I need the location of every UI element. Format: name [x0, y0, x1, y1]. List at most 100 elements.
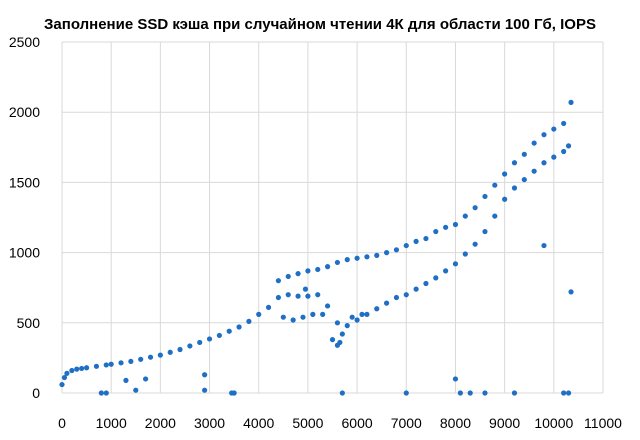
data-point — [143, 376, 149, 382]
data-point — [354, 255, 360, 261]
data-point — [206, 336, 213, 342]
data-point — [502, 171, 508, 177]
data-point — [64, 370, 70, 376]
data-point — [334, 320, 341, 326]
data-point — [521, 176, 527, 183]
data-point — [300, 314, 306, 320]
data-point — [482, 390, 488, 396]
y-tick-label: 500 — [17, 315, 41, 331]
data-point — [531, 168, 537, 174]
data-point — [315, 266, 321, 273]
data-point — [256, 311, 262, 317]
data-point — [561, 148, 567, 155]
data-point — [123, 377, 129, 383]
data-point — [511, 160, 518, 166]
data-point — [502, 196, 508, 202]
x-tick-label: 2000 — [145, 415, 176, 431]
data-point — [280, 314, 286, 320]
data-point — [231, 390, 237, 396]
y-tick-label: 2500 — [9, 34, 40, 50]
data-point — [565, 143, 572, 149]
x-tick-label: 6000 — [342, 415, 373, 431]
data-point — [443, 268, 449, 274]
data-point — [324, 264, 331, 270]
data-point — [364, 311, 370, 317]
data-point — [359, 311, 365, 317]
data-point — [452, 376, 459, 382]
data-point — [551, 126, 557, 132]
data-point — [197, 339, 203, 346]
data-point — [285, 273, 291, 280]
points-layer — [59, 99, 574, 396]
data-point — [568, 289, 574, 295]
data-point — [374, 306, 380, 312]
data-point — [452, 261, 459, 267]
data-point — [103, 390, 109, 396]
data-point — [423, 235, 429, 242]
data-point — [305, 293, 311, 299]
data-point — [482, 228, 488, 235]
data-point — [157, 352, 163, 358]
data-point — [344, 257, 350, 263]
chart-title: Заполнение SSD кэша при случайном чтении… — [44, 16, 596, 33]
data-point — [403, 390, 409, 396]
x-tick-label: 7000 — [391, 415, 422, 431]
data-point — [541, 160, 547, 166]
data-point — [61, 374, 68, 381]
y-tick-label: 1500 — [9, 174, 40, 190]
data-point — [423, 280, 429, 287]
data-point — [344, 323, 350, 329]
data-point — [364, 254, 370, 260]
data-point — [302, 286, 309, 292]
data-point — [285, 292, 291, 298]
data-point — [472, 241, 478, 247]
data-point — [315, 292, 321, 298]
data-point — [334, 259, 341, 266]
data-point — [443, 224, 449, 230]
data-point — [202, 372, 208, 378]
data-point — [354, 317, 360, 323]
data-point — [384, 300, 390, 306]
data-point — [565, 390, 572, 396]
data-point — [133, 387, 139, 393]
data-point — [324, 303, 331, 309]
x-tick-label: 1000 — [96, 415, 127, 431]
x-tick-label: 4000 — [243, 415, 274, 431]
data-point — [265, 304, 272, 310]
data-point — [177, 346, 183, 353]
data-point — [393, 247, 400, 253]
data-point — [339, 390, 345, 396]
data-point — [69, 367, 75, 374]
data-point — [138, 356, 144, 362]
data-point — [79, 365, 85, 372]
data-point — [59, 381, 65, 388]
data-point — [511, 185, 518, 191]
data-point — [413, 286, 419, 292]
data-point — [472, 205, 478, 211]
data-point — [531, 140, 537, 146]
data-point — [295, 271, 301, 277]
data-point — [320, 311, 326, 317]
data-point — [337, 339, 343, 346]
data-point — [226, 328, 232, 334]
data-point — [492, 213, 498, 219]
y-tick-label: 2000 — [9, 104, 40, 120]
data-point — [561, 120, 567, 127]
x-tick-label: 5000 — [292, 415, 323, 431]
x-tick-label: 10000 — [534, 415, 573, 431]
data-point — [329, 337, 336, 343]
data-point — [103, 362, 109, 368]
data-point — [349, 314, 355, 320]
data-point — [305, 268, 311, 274]
data-point — [295, 293, 301, 299]
data-point — [511, 390, 518, 396]
data-point — [403, 242, 409, 249]
data-point — [462, 251, 468, 257]
data-point — [339, 331, 345, 337]
data-point — [236, 324, 242, 330]
data-point — [457, 390, 463, 396]
data-point — [482, 193, 488, 200]
x-tick-label: 0 — [58, 415, 66, 431]
data-point — [467, 390, 473, 396]
data-point — [462, 213, 468, 219]
